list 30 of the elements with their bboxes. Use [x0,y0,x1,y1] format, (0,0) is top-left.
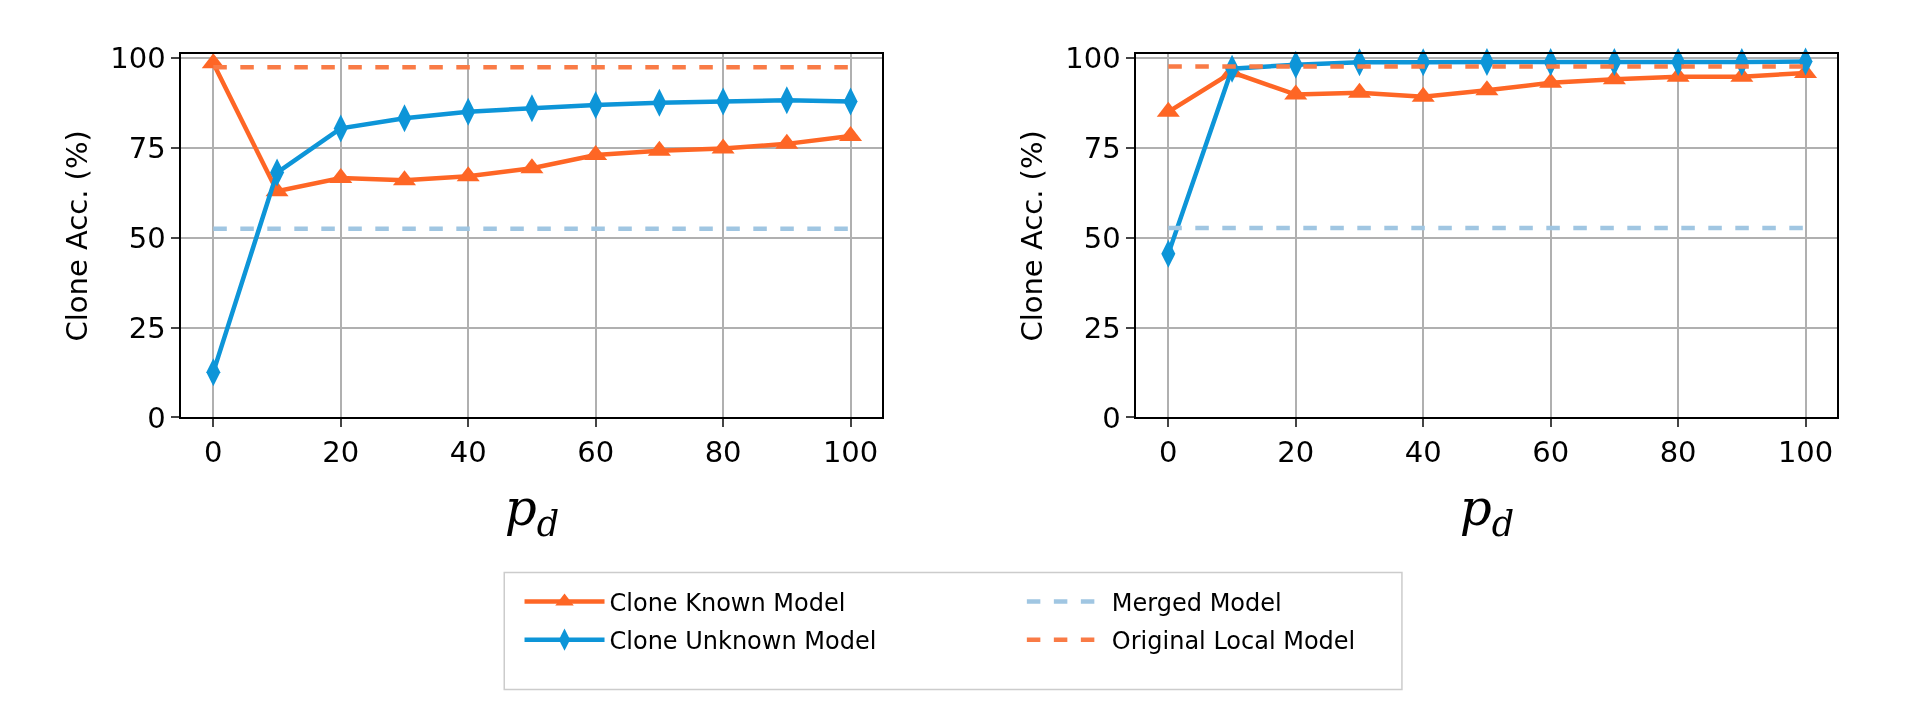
x-tick-label: 0 [204,435,223,470]
y-tick-label: 75 [128,130,166,165]
legend-label: Original Local Model [1111,627,1356,656]
y-axis-title: Clone Acc. (%) [60,130,95,342]
y-tick-label: 25 [128,310,166,345]
legend-label: Clone Unknown Model [609,627,877,656]
legend-label: Merged Model [1111,588,1282,617]
x-tick-label: 60 [577,435,615,470]
y-tick-label: 50 [128,220,166,255]
x-tick-label: 100 [822,435,879,470]
y-tick-label: 75 [1083,130,1121,165]
y-tick-label: 100 [110,41,166,76]
legend-label: Clone Known Model [609,588,846,617]
y-tick-label: 50 [1083,220,1121,255]
x-tick-label: 20 [322,435,360,470]
x-tick-label: 40 [1404,435,1442,470]
x-tick-label: 20 [1277,435,1315,470]
x-axis-title: p$_{d}$ [1459,479,1515,544]
y-tick-label: 0 [1102,400,1121,435]
x-tick-label: 100 [1777,435,1834,470]
y-axis-title: Clone Acc. (%) [1015,130,1050,342]
x-tick-label: 80 [1659,435,1697,470]
y-tick-label: 25 [1083,310,1121,345]
x-axis-title: p$_{d}$ [504,479,560,544]
x-tick-label: 0 [1159,435,1178,470]
y-tick-label: 100 [1065,41,1121,76]
x-tick-label: 80 [704,435,742,470]
x-tick-label: 60 [1532,435,1570,470]
x-tick-label: 40 [449,435,487,470]
y-tick-label: 0 [147,400,166,435]
